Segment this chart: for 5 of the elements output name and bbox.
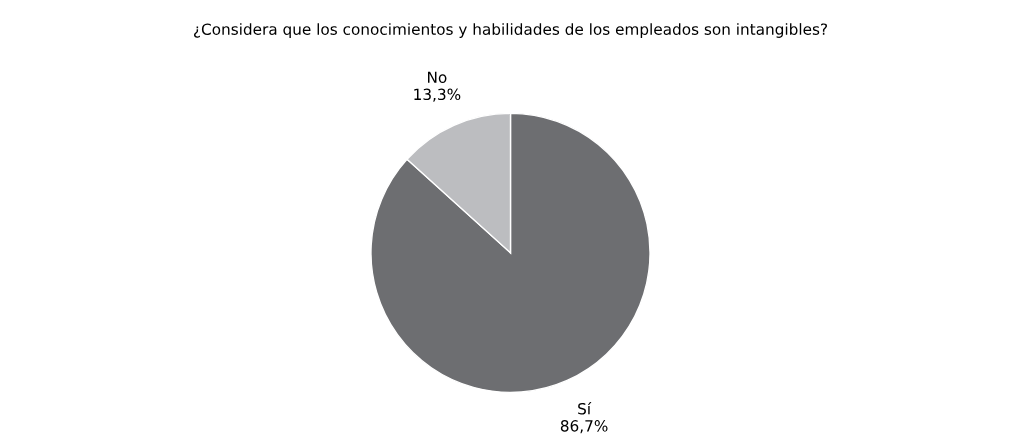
chart-title: ¿Considera que los conocimientos y habilidades de los empleados son intangibles? (193, 23, 828, 38)
slice-label: Sí (578, 402, 592, 415)
data-label: 86,7% (560, 420, 608, 434)
data-label: 13,3% (414, 88, 461, 102)
slice-label: No (428, 71, 447, 83)
